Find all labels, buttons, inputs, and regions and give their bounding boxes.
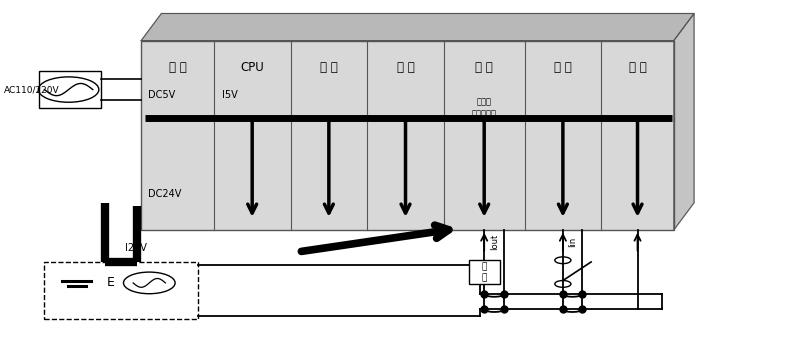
Text: Iout: Iout	[490, 234, 499, 250]
Text: DC5V: DC5V	[148, 90, 175, 100]
Polygon shape	[674, 14, 694, 230]
Text: E: E	[107, 276, 115, 289]
Text: 통 신: 통 신	[397, 61, 414, 74]
Text: Iin: Iin	[568, 237, 578, 247]
Bar	[141, 41, 674, 230]
Text: I5V: I5V	[222, 90, 238, 100]
Text: 통 신: 통 신	[320, 61, 337, 74]
Text: 입 력: 입 력	[554, 61, 571, 74]
Polygon shape	[141, 14, 694, 41]
Text: AC110/220V: AC110/220V	[4, 85, 60, 94]
Bar	[469, 260, 500, 284]
Text: CPU: CPU	[240, 61, 264, 74]
Text: 전 원: 전 원	[169, 61, 186, 74]
Text: 릴레이
트랜지스터: 릴레이 트랜지스터	[472, 98, 496, 119]
Text: 출 력: 출 력	[475, 61, 493, 74]
Text: DC24V: DC24V	[148, 189, 181, 199]
Text: 부
하: 부 하	[482, 262, 487, 282]
Text: 특 수: 특 수	[629, 61, 646, 74]
Bar	[44, 262, 198, 319]
Text: I24V: I24V	[125, 243, 147, 254]
Bar	[39, 71, 101, 108]
